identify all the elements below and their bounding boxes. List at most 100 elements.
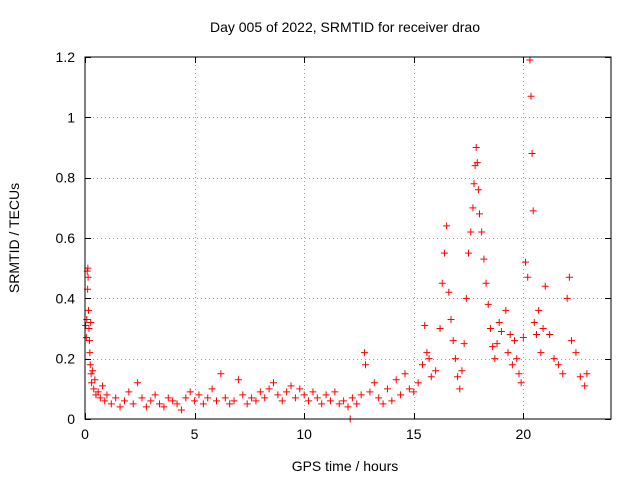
data-point [546, 331, 554, 339]
data-point [497, 328, 505, 336]
y-tick-label: 0.2 [56, 351, 76, 367]
data-point [451, 355, 459, 363]
data-point [318, 400, 326, 408]
data-point [87, 370, 95, 378]
data-point [526, 56, 534, 64]
data-point [142, 403, 150, 411]
data-point [84, 273, 92, 281]
data-point [91, 376, 99, 384]
data-point [405, 385, 413, 393]
data-point [511, 337, 519, 345]
data-point [388, 397, 396, 405]
data-point [199, 400, 207, 408]
data-point [508, 361, 516, 369]
data-point [335, 400, 343, 408]
data-point [392, 376, 400, 384]
data-point [134, 379, 142, 387]
data-point [474, 186, 482, 194]
data-point [248, 394, 256, 402]
data-point [563, 294, 571, 302]
data-point [519, 334, 527, 342]
data-point [221, 394, 229, 402]
data-point [278, 397, 286, 405]
data-point [84, 264, 92, 272]
data-point [243, 400, 251, 408]
data-point [482, 279, 490, 287]
data-point [423, 349, 431, 357]
data-point [331, 388, 339, 396]
data-point [506, 331, 514, 339]
data-point [234, 376, 242, 384]
data-point [326, 397, 334, 405]
data-point [491, 355, 499, 363]
data-point [554, 361, 562, 369]
data-point [480, 255, 488, 263]
data-point [379, 400, 387, 408]
data-point [541, 282, 549, 290]
data-point [191, 397, 199, 405]
data-point [151, 391, 159, 399]
data-point [217, 370, 225, 378]
data-point [265, 385, 273, 393]
data-point [550, 355, 558, 363]
data-point [486, 325, 494, 332]
data-point [370, 379, 378, 387]
data-point [287, 382, 295, 390]
data-point [252, 397, 260, 405]
data-point [344, 403, 352, 411]
data-point [537, 349, 545, 357]
data-point [204, 394, 212, 402]
data-point [313, 394, 321, 402]
data-point [340, 397, 348, 405]
data-point [85, 325, 93, 332]
data-point [445, 288, 453, 296]
y-tick-label: 0.6 [56, 230, 76, 246]
data-point [226, 400, 234, 408]
data-point [472, 144, 480, 151]
data-point [357, 391, 365, 399]
x-tick-label: 0 [81, 426, 89, 442]
data-point [360, 349, 368, 357]
data-point [156, 400, 164, 408]
data-point [169, 397, 177, 405]
data-point [94, 388, 102, 396]
data-point [177, 406, 185, 414]
data-point [173, 400, 181, 408]
data-point [432, 367, 440, 375]
data-point [524, 273, 532, 281]
data-point [473, 159, 481, 167]
data-point [383, 385, 391, 393]
data-point [456, 385, 464, 393]
data-point [274, 391, 282, 399]
data-point [112, 394, 120, 402]
data-point [85, 306, 93, 314]
data-point [401, 370, 409, 378]
data-point [160, 403, 168, 411]
data-point [539, 325, 547, 332]
data-point [583, 370, 591, 378]
y-axis-label: SRMTID / TECUs [6, 183, 22, 293]
data-point [465, 249, 473, 257]
data-point [261, 394, 269, 402]
data-point [440, 249, 448, 257]
data-point [87, 318, 95, 326]
data-point [116, 403, 124, 411]
data-point [527, 92, 535, 100]
data-point [129, 400, 137, 408]
data-point [458, 367, 466, 375]
plot-frame [84, 56, 612, 420]
data-point [484, 300, 492, 308]
data-point [322, 391, 330, 399]
data-point [239, 391, 247, 399]
data-point [559, 370, 567, 378]
data-point [522, 258, 530, 266]
data-point [86, 361, 94, 369]
data-point [283, 388, 291, 396]
data-point [410, 388, 418, 396]
data-point [375, 394, 383, 402]
data-point [419, 361, 427, 369]
data-point [305, 397, 313, 405]
data-point [147, 397, 155, 405]
data-point [495, 318, 503, 326]
